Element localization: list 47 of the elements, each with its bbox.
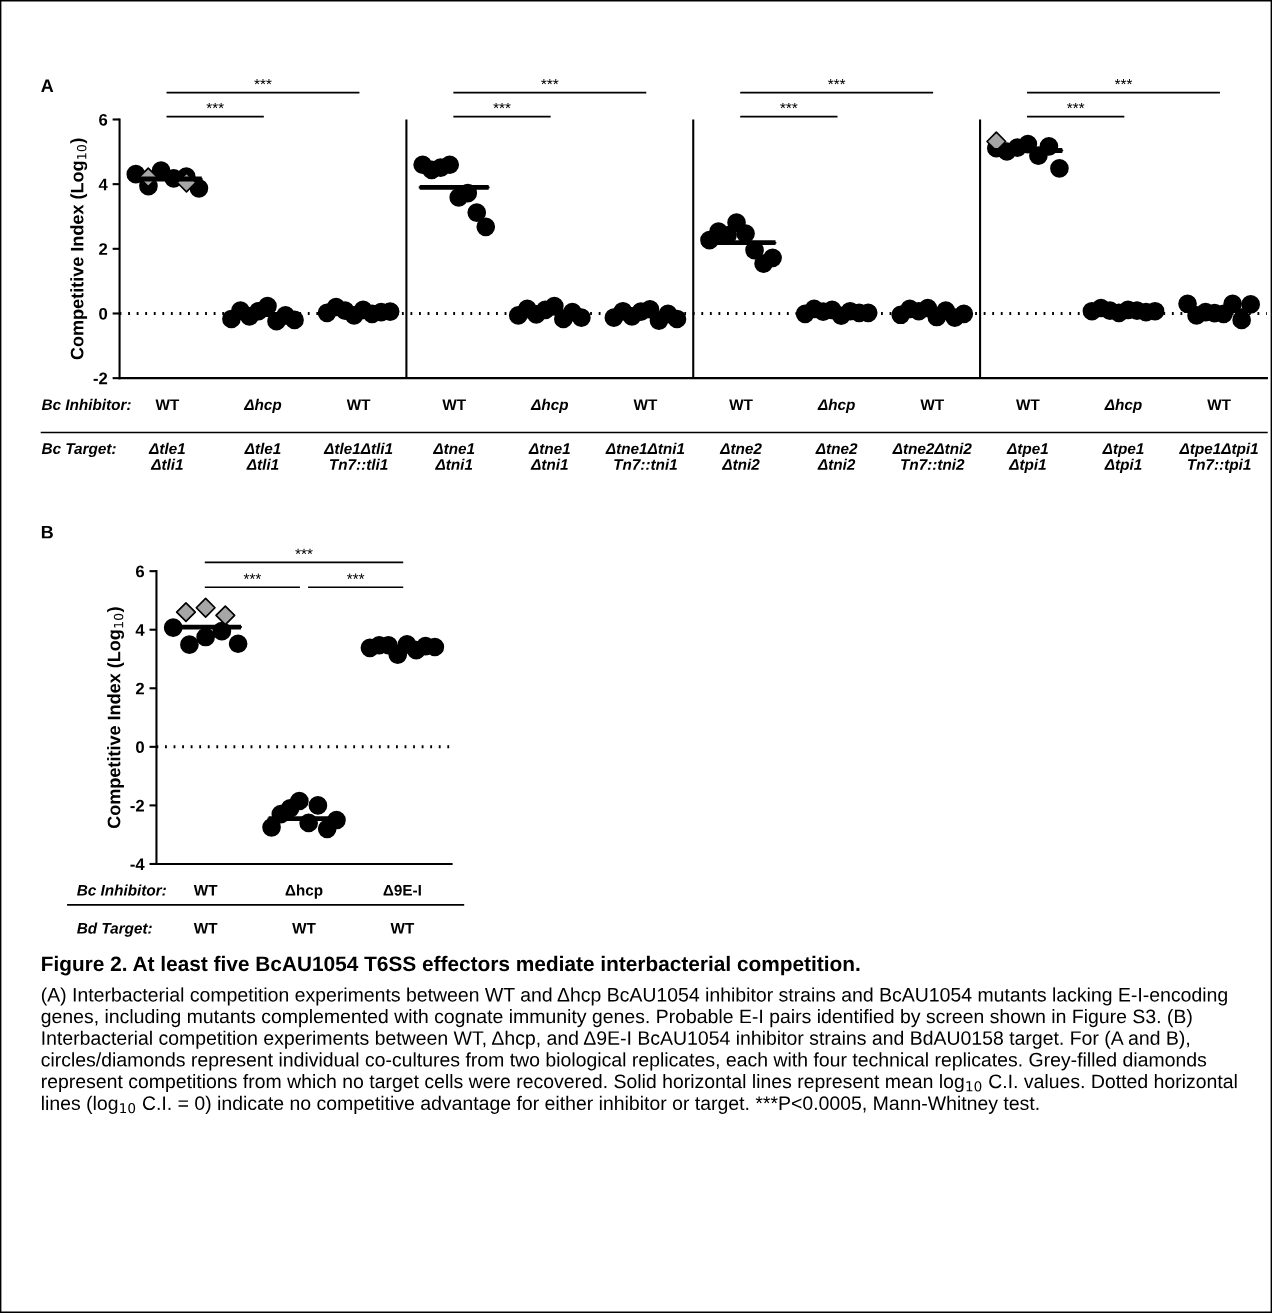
text: *** xyxy=(1067,102,1085,109)
chart-title: B xyxy=(41,525,53,539)
text: *** xyxy=(254,78,272,85)
text: Bc Target: xyxy=(41,443,116,458)
category-label: Δ9E-I WT xyxy=(383,884,421,934)
category-label: WT Δtle1Δtli1 Tn7::tli1 xyxy=(323,399,393,470)
annotation: *** xyxy=(346,573,365,579)
text: *** xyxy=(295,548,313,555)
y-tick-label: 0 xyxy=(136,741,144,754)
chart-title: A xyxy=(41,79,54,92)
y-tick-label: 4 xyxy=(98,178,108,191)
y-axis-title: Competitive Index (Log$_{10}$) xyxy=(70,138,88,360)
category-label: WT Δtpe1 Δtpi1 xyxy=(1006,399,1048,473)
category-label: WT Δtne1 Δtni1 xyxy=(432,399,475,470)
y-tick-label: 4 xyxy=(135,624,145,636)
y-tick-label: 6 xyxy=(99,113,108,126)
category-label: Δhcp WT xyxy=(285,884,323,934)
text: Bc Inhibitor: xyxy=(41,398,131,411)
text: *** xyxy=(827,78,846,85)
category-label: WT Δtle1 Δtli1 xyxy=(148,399,185,470)
category-label: Δhcp Δtle1 Δtli1 xyxy=(243,398,282,470)
category-label: WT Δtpe1Δtpi1 Tn7::tpi1 xyxy=(1179,399,1258,473)
category-label: Δhcp Δtpe1 Δtpi1 xyxy=(1102,398,1144,473)
caption: Figure 2. At least five BcAU1054 T6SS effectors mediate interbacterial competition. xyxy=(42,955,860,976)
category-label: WT Δtne1Δtni1 Tn7::tni1 xyxy=(605,399,685,470)
text: *** xyxy=(493,102,511,109)
text: *** xyxy=(780,102,798,109)
text: *** xyxy=(541,78,559,85)
category-label: Δhcp Δtne1 Δtni1 xyxy=(528,398,570,470)
text: *** xyxy=(206,102,224,109)
y-tick-label: 2 xyxy=(135,682,144,695)
y-tick-label: 2 xyxy=(99,243,108,255)
y-tick-label: -4 xyxy=(130,858,145,870)
text: *** xyxy=(1114,78,1133,85)
category-label: WT Δtne2Δtni2 Tn7::tni2 xyxy=(892,399,972,470)
y-tick-label: 6 xyxy=(135,565,145,578)
y-tick-label: 0 xyxy=(99,307,108,320)
category-label: Δhcp Δtne2 Δtni2 xyxy=(815,398,858,470)
text: Bc Inhibitor: xyxy=(77,884,166,896)
text: (A) Interbacterial competition experiments between WT and Δhcp BcAU1054 inhibitor strains and BcAU1054 mutants lacking E-I-encoding genes, including mutants complemented with cognate immunity genes. Probable E-I pairs identified by screen shown in Figure S3. (B) Interbacterial competition experiments between WT, Δhcp, and Δ9E-I BcAU1054 inhibitor strains and BdAU0158 target. For (A and B), circles/diamonds represent individual co-cultures from two biological replicates, each with four technical replicates. Grey-filled diamonds represent competitions from which no target cells were recovered. Solid horizontal lines represent mean log$_{10}$ C.I. values. Dotted horizontal lines (log$_{10}$ C.I. = 0) indicate no competitive advantage for either inhibitor or target. ***P<0.0005, Mann-Whitney test. xyxy=(41,987,1237,1114)
y-tick-label: -2 xyxy=(130,799,144,812)
category-label: WT Δtne2 Δtni2 xyxy=(719,399,762,470)
y-tick-label: -2 xyxy=(93,372,108,385)
y-axis-title: Competitive Index (Log$_{10}$) xyxy=(107,607,125,829)
category-label: WT WT xyxy=(193,885,218,934)
text: Bd Target: xyxy=(77,922,152,937)
annotation: *** xyxy=(243,573,262,579)
